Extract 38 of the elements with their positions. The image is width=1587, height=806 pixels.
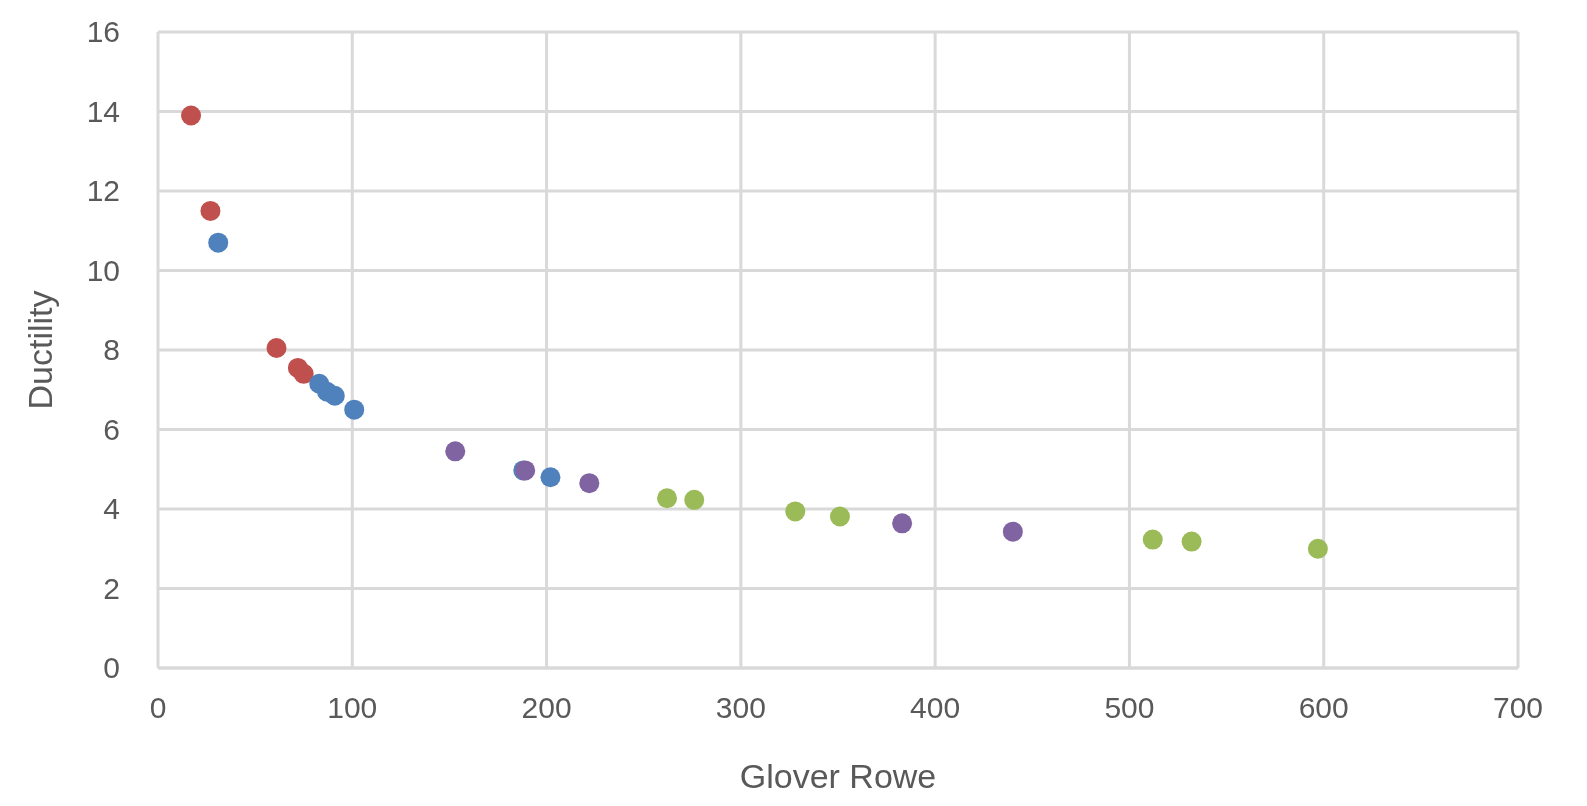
x-tick-label: 400 — [910, 691, 961, 724]
x-tick-label: 500 — [1104, 691, 1155, 724]
point — [785, 501, 806, 522]
point — [1002, 521, 1023, 542]
point — [200, 200, 221, 221]
x-tick-label: 200 — [521, 691, 572, 724]
y-tick-label: 8 — [103, 333, 120, 366]
point — [181, 105, 202, 126]
y-tick-label: 2 — [103, 571, 120, 605]
y-tick-label: 12 — [86, 174, 120, 207]
y-tick-label: 10 — [86, 253, 120, 287]
x-tick-label: 100 — [327, 691, 378, 724]
x-tick-label: 700 — [1492, 691, 1544, 724]
point — [829, 506, 850, 527]
point — [344, 399, 365, 420]
point — [1307, 538, 1328, 559]
y-tick-label: 6 — [103, 412, 120, 446]
y-axis-title: Ductility — [21, 290, 59, 410]
point — [266, 338, 287, 359]
point — [892, 513, 913, 534]
point — [657, 488, 678, 509]
point — [579, 473, 600, 494]
x-tick-label: 600 — [1298, 691, 1349, 724]
point — [445, 441, 466, 462]
x-axis-title: Glover Rowe — [739, 757, 937, 795]
y-tick-label: 4 — [103, 492, 120, 525]
x-tick-label: 0 — [149, 691, 167, 724]
y-tick-label: 0 — [103, 651, 120, 684]
y-tick-label: 16 — [86, 15, 120, 48]
point — [1181, 531, 1202, 552]
point — [540, 467, 561, 488]
y-tick-label: 14 — [86, 94, 120, 128]
point — [1142, 529, 1163, 550]
point — [208, 232, 229, 253]
point — [684, 489, 705, 510]
point — [293, 363, 314, 384]
x-tick-label: 300 — [715, 691, 766, 724]
point — [324, 385, 345, 406]
